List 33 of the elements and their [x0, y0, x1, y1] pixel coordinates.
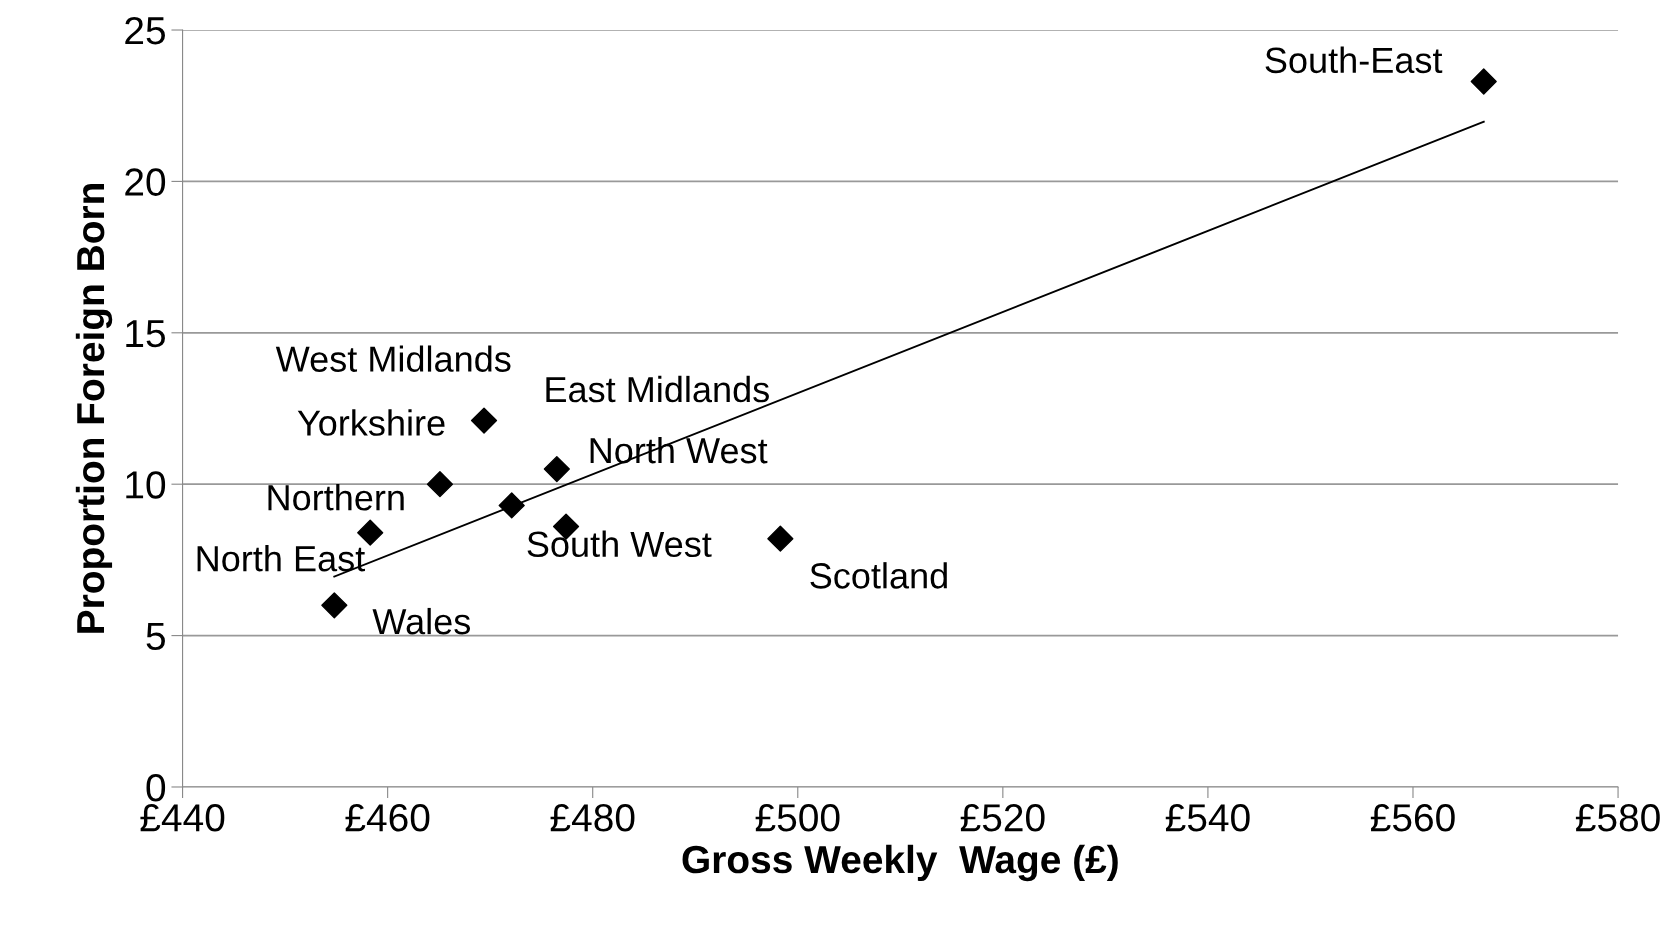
annotation: East Midlands	[546, 375, 769, 403]
point	[321, 592, 348, 619]
annotation: South-East	[1265, 46, 1443, 74]
x-tick-label: £440	[140, 803, 225, 832]
y-axis-title: Proportion Foreign Born	[75, 184, 113, 633]
point	[1470, 68, 1497, 95]
x-tick-label: £520	[960, 803, 1045, 832]
annotation: West Midlands	[275, 345, 511, 372]
y-tick-label: 0	[146, 773, 166, 802]
x-tick-label: £560	[1370, 803, 1455, 832]
annotation: Scotland	[810, 562, 947, 589]
x-axis-title: Gross Weekly Wage (£)	[682, 844, 1118, 882]
point	[470, 407, 498, 434]
x-tick-label: £540	[1165, 803, 1250, 832]
point	[767, 525, 794, 552]
x-tick-label: £500	[755, 803, 840, 832]
y-tick-label: 10	[126, 471, 166, 499]
x-tick-label: £460	[345, 803, 430, 832]
annotation: South West	[527, 530, 712, 558]
annotation: Yorkshire	[297, 409, 445, 436]
annotation: Northern	[268, 484, 404, 511]
y-tick-label: 15	[126, 320, 165, 348]
y-tick-label: 20	[125, 168, 166, 196]
point	[357, 519, 384, 546]
point	[498, 492, 525, 519]
point	[543, 455, 570, 483]
x-tick-label: £480	[550, 803, 635, 832]
y-tick-label: 25	[125, 16, 165, 45]
x-tick-label: £580	[1575, 803, 1660, 832]
annotation: Wales	[372, 607, 471, 635]
point	[426, 471, 454, 498]
annotation: North East	[197, 544, 365, 572]
y-tick-label: 5	[146, 622, 165, 651]
